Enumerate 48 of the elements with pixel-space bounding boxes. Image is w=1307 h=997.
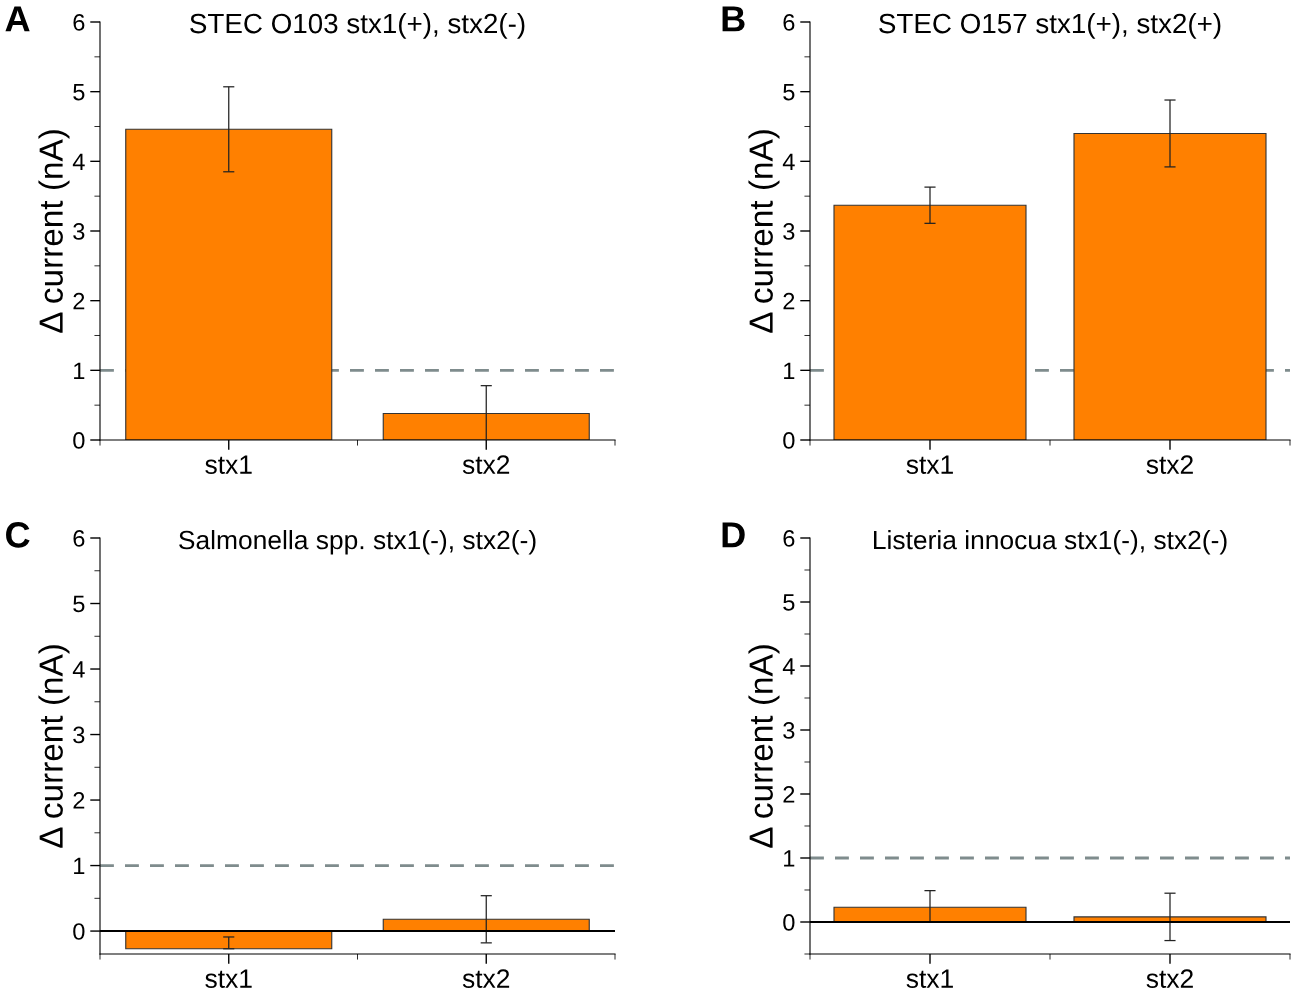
y-tick-label: 5 [783,594,795,611]
y-tick-label: 5 [73,83,85,101]
y-tick-label: 3 [783,223,795,240]
chart-title: STEC O103 stx1(+), stx2(-) [190,12,525,39]
y-tick-label: 1 [784,850,795,867]
y-tick-label: 2 [783,786,795,803]
x-tick-label: stx1 [205,969,252,988]
x-tick-label: stx1 [906,455,953,474]
y-tick-label: 6 [783,530,795,547]
y-tick-label: 3 [73,223,85,240]
y-tick-label: 0 [73,923,85,940]
text: C [6,522,30,548]
y-axis-title: Δ current (nA) [38,130,70,333]
y-tick-label: 3 [73,726,85,744]
y-tick-label: 0 [73,432,85,449]
y-tick-label: 4 [782,658,795,675]
y-tick-label: 5 [783,83,795,101]
text: D [722,522,745,548]
chart-title: Listeria innocua stx1(-), stx2(-) [874,529,1227,555]
y-tick-label: 6 [783,14,795,31]
x-tick-label: stx1 [205,455,252,474]
y-tick-label: 1 [74,857,85,875]
y-tick-label: 4 [72,153,85,170]
x-tick-label: stx2 [462,455,510,474]
y-tick-label: 2 [783,292,795,310]
y-tick-label: 6 [73,14,85,31]
x-tick-label: stx2 [462,969,510,988]
text: A [5,6,30,32]
y-tick-label: 2 [73,792,85,809]
y-axis-title: Δ current (nA) [748,130,780,333]
y-axis-title: Δ current (nA) [748,645,780,848]
y-tick-label: 2 [73,292,85,310]
y-tick-label: 0 [783,432,795,449]
y-tick-label: 5 [73,595,85,613]
y-tick-label: 6 [73,530,85,547]
x-tick-label: stx1 [906,969,953,988]
x-tick-label: stx2 [1146,455,1193,474]
y-axis-title: Δ current (nA) [38,645,70,848]
y-tick-label: 3 [783,722,795,739]
y-tick-label: 4 [782,153,795,170]
y-tick-label: 4 [72,661,85,678]
chart-title: STEC O157 stx1(+), stx2(+) [879,12,1221,39]
y-tick-label: 0 [783,914,795,931]
x-tick-label: stx2 [1146,969,1193,988]
y-tick-label: 1 [784,362,795,379]
chart-title: Salmonella spp. stx1(-), stx2(-) [179,529,536,555]
y-tick-label: 1 [74,362,85,379]
text: B [722,6,745,32]
